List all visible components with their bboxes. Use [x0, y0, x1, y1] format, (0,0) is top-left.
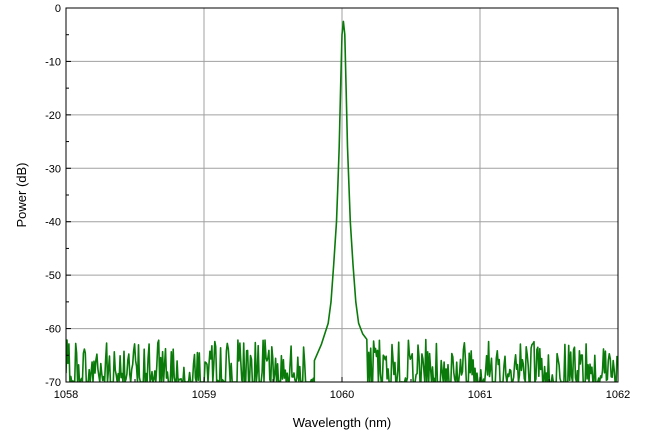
spectrum-line	[66, 20, 618, 382]
y-tick-label: -10	[45, 56, 61, 68]
y-tick-label: -30	[45, 163, 61, 175]
y-tick-label: -20	[45, 110, 61, 122]
y-tick-label: -60	[45, 324, 61, 336]
y-tick-label: -40	[45, 217, 61, 229]
y-tick-label: -70	[45, 377, 61, 389]
y-tick-label: -50	[45, 270, 61, 282]
y-axis-title: Power (dB)	[14, 162, 29, 227]
y-tick-label: 0	[55, 3, 61, 15]
x-tick-label: 1060	[330, 389, 354, 401]
axis-ticks	[65, 7, 619, 383]
x-tick-label: 1061	[468, 389, 492, 401]
x-tick-label: 1059	[192, 389, 216, 401]
x-tick-labels: 1058 1059 1060 1061 1062	[54, 389, 630, 401]
grid-lines	[66, 8, 618, 382]
x-tick-label: 1058	[54, 389, 78, 401]
series-layer	[66, 20, 618, 382]
x-tick-label: 1062	[606, 389, 630, 401]
y-tick-labels: 0 -10 -20 -30 -40 -50 -60 -70	[45, 3, 61, 389]
x-axis-title: Wavelength (nm)	[293, 415, 392, 430]
